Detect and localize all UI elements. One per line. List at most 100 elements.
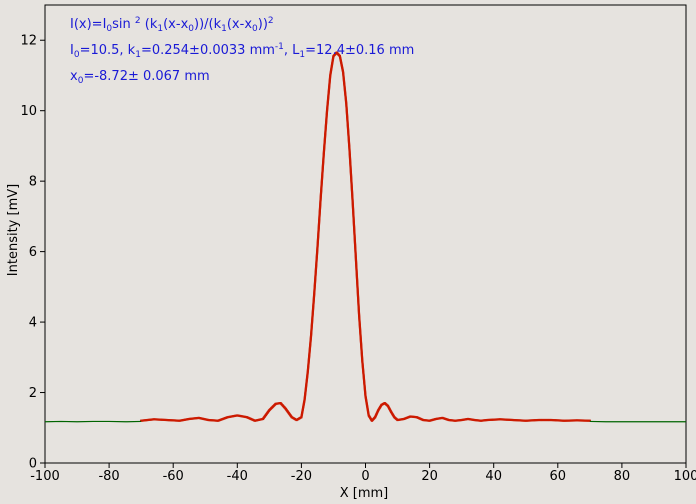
data-point: [317, 232, 320, 235]
data-point: [347, 134, 350, 138]
data-point: [322, 152, 325, 156]
data-point: [319, 197, 322, 200]
data-point: [321, 176, 324, 179]
data-point: [347, 131, 350, 134]
data-point: [325, 120, 328, 123]
data-point: [319, 202, 322, 205]
data-point: [538, 418, 541, 422]
data-point: [311, 309, 315, 312]
data-point: [314, 273, 317, 277]
data-point: [521, 419, 524, 422]
data-point: [321, 170, 324, 174]
data-point: [309, 339, 312, 342]
data-point: [360, 344, 363, 347]
data-point: [320, 189, 323, 193]
data-point: [363, 380, 366, 383]
data-point: [324, 134, 327, 137]
data-point: [350, 176, 353, 179]
data-point: [310, 330, 313, 333]
data-point: [350, 186, 353, 189]
data-point: [310, 328, 313, 331]
data-point: [323, 141, 326, 145]
data-point: [577, 419, 580, 422]
data-point: [322, 158, 325, 161]
data-point: [308, 350, 311, 353]
data-point: [316, 250, 319, 253]
data-point: [568, 419, 572, 422]
data-point: [542, 418, 545, 422]
data-point: [312, 295, 316, 298]
data-point: [325, 109, 329, 112]
data-point: [314, 270, 317, 273]
data-point: [350, 183, 353, 186]
y-tick-label: 4: [29, 316, 37, 331]
data-point: [323, 142, 326, 146]
data-point: [356, 282, 359, 285]
data-point: [317, 233, 320, 236]
data-point: [308, 351, 311, 354]
y-tick-label: 12: [20, 34, 37, 49]
data-point: [328, 85, 331, 88]
data-point: [353, 230, 356, 233]
data-point: [551, 418, 554, 422]
data-point: [323, 136, 327, 139]
data-point: [324, 132, 327, 136]
data-point: [349, 169, 352, 172]
data-point: [360, 348, 363, 351]
data-point: [361, 367, 365, 370]
data-point: [574, 419, 577, 422]
data-point: [347, 132, 350, 135]
data-point: [328, 82, 331, 85]
data-point: [526, 419, 530, 422]
data-point: [319, 199, 322, 203]
data-point: [322, 150, 326, 153]
data-point: [512, 418, 516, 422]
data-point: [318, 214, 321, 217]
data-point: [582, 419, 586, 422]
data-point: [523, 419, 526, 422]
data-point: [322, 159, 325, 162]
data-point: [316, 244, 319, 247]
data-point: [322, 149, 326, 152]
data-point: [501, 418, 504, 421]
data-point: [353, 242, 357, 246]
x-axis-label: X [mm]: [340, 486, 389, 501]
data-point: [359, 332, 362, 336]
data-point: [307, 362, 310, 365]
data-point: [358, 320, 361, 323]
data-point: [315, 258, 318, 261]
data-point: [350, 180, 353, 184]
data-point: [307, 357, 311, 360]
data-point: [325, 119, 328, 122]
data-point: [318, 216, 321, 219]
data-point: [316, 242, 319, 245]
data-point: [314, 279, 317, 282]
data-point: [539, 418, 543, 422]
data-point: [355, 274, 358, 277]
data-point: [532, 419, 536, 422]
data-point: [356, 291, 359, 294]
data-point: [352, 215, 355, 219]
data-point: [499, 418, 502, 421]
data-point: [315, 260, 318, 263]
data-point: [165, 418, 168, 422]
data-point: [354, 256, 357, 259]
data-point: [496, 418, 499, 421]
data-point: [353, 232, 356, 235]
data-point: [357, 298, 360, 301]
data-point: [327, 90, 330, 94]
data-point: [490, 418, 494, 421]
data-point: [353, 228, 356, 231]
data-point: [355, 269, 358, 273]
data-point: [163, 418, 166, 421]
data-point: [315, 263, 318, 266]
data-point: [309, 342, 312, 345]
data-point: [326, 105, 329, 108]
data-point: [321, 163, 325, 166]
data-point: [350, 177, 353, 180]
data-point: [352, 219, 355, 222]
data-point: [307, 365, 310, 369]
data-point: [322, 151, 325, 155]
data-point: [494, 418, 497, 421]
